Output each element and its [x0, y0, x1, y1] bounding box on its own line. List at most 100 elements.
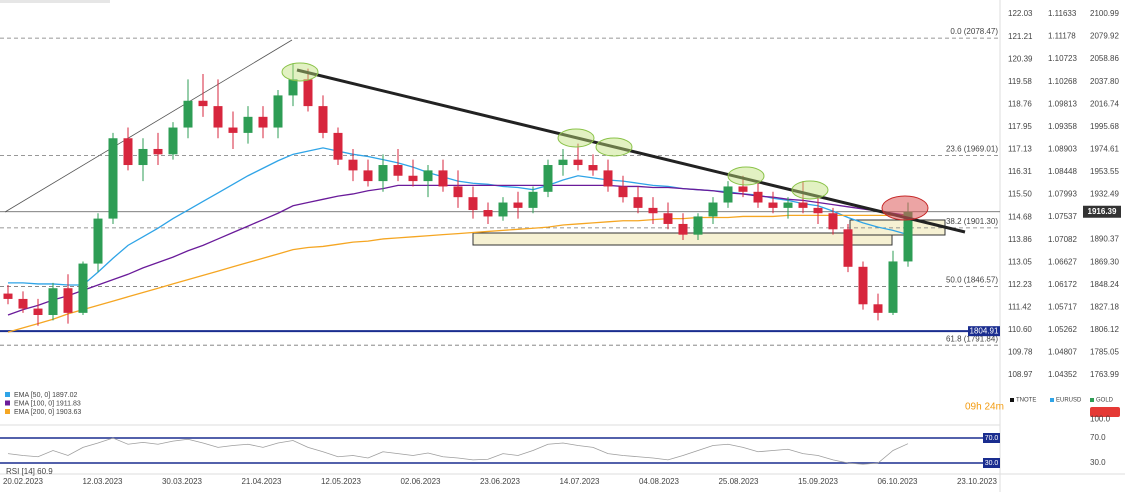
breakout-marker	[881, 195, 929, 221]
rsi-tick-label: 70.0	[1090, 433, 1106, 442]
candle-body	[123, 138, 133, 166]
y-tick-label: 112.23	[1008, 280, 1032, 289]
rsi-tag	[983, 458, 1000, 468]
candle-body	[153, 148, 163, 155]
symbol-swatch	[1050, 398, 1054, 402]
legend-swatch	[5, 392, 10, 397]
y-tick-label: 114.68	[1008, 212, 1032, 221]
timer: 09h 24m	[965, 402, 1004, 413]
candle-body	[678, 223, 688, 235]
candle-body	[738, 186, 748, 192]
fib-label: 61.8 (1791.84)	[946, 334, 998, 343]
candle-body	[768, 202, 778, 208]
fib-label: 23.6 (1969.01)	[946, 144, 998, 153]
price-tag-label: 1916.39	[1088, 207, 1117, 216]
top-strip	[0, 0, 110, 3]
candle-body	[408, 175, 418, 182]
touch-marker	[791, 180, 829, 200]
y-tick-label: 113.05	[1008, 257, 1032, 266]
symbol-swatch	[1010, 398, 1014, 402]
candle-body	[363, 170, 373, 182]
y-tick-label: 1.06627	[1048, 257, 1077, 266]
fib-label: 50.0 (1846.57)	[946, 276, 998, 285]
candle-body	[723, 186, 733, 203]
candle-body	[183, 100, 193, 128]
y-tick-label: 1.05717	[1048, 302, 1077, 311]
y-tick-label: 1763.99	[1090, 370, 1119, 379]
candle-body	[108, 138, 118, 219]
rsi-tag-label: 70.0	[985, 435, 999, 442]
candle-body	[708, 202, 718, 217]
candle-body	[318, 106, 328, 133]
x-tick-label: 20.02.2023	[3, 477, 44, 486]
legend-label: EMA [100, 0] 1911.83	[14, 400, 81, 407]
rsi-line	[7, 437, 909, 465]
x-tick-label: 04.08.2023	[639, 477, 680, 486]
symbol-label: TNOTE	[1016, 398, 1036, 404]
price-tag	[1083, 205, 1121, 218]
y-tick-label: 1869.30	[1090, 257, 1119, 266]
legend-label: EMA [50, 0] 1897.02	[14, 392, 78, 399]
y-tick-label: 1995.68	[1090, 122, 1119, 131]
y-tick-label: 1.08448	[1048, 167, 1077, 176]
y-tick-label: 1.09813	[1048, 99, 1077, 108]
y-tick-label: 121.21	[1008, 32, 1033, 41]
candle-body	[228, 127, 238, 133]
candle-body	[288, 79, 298, 96]
candle-body	[138, 148, 148, 166]
x-tick-label: 25.08.2023	[718, 477, 759, 486]
y-tick-label: 1.04807	[1048, 348, 1077, 357]
candle-body	[693, 216, 703, 235]
y-tick-label: 1827.18	[1090, 302, 1119, 311]
y-tick-label: 120.39	[1008, 54, 1033, 63]
trend-line	[296, 68, 966, 234]
candle-body	[633, 197, 643, 208]
rsi-tick-label: 100.0	[1090, 414, 1111, 423]
candle-body	[63, 288, 73, 313]
support-tag-label: 1804.91	[970, 326, 999, 335]
candle-body	[243, 116, 253, 133]
y-tick-label: 113.86	[1008, 235, 1032, 244]
x-tick-label: 23.10.2023	[957, 477, 998, 486]
candle-body	[483, 210, 493, 217]
labels: 09h 24m RSI [14] 60.9	[6, 402, 1004, 476]
candle-body	[273, 95, 283, 128]
y-tick-label: 115.50	[1008, 190, 1032, 199]
y-tick-label: 2079.92	[1090, 32, 1119, 41]
y-tick-label: 1.08903	[1048, 144, 1077, 153]
y-tick-label: 1.05262	[1048, 325, 1077, 334]
candle-body	[903, 211, 913, 262]
highlights	[281, 62, 966, 234]
candle-body	[828, 213, 838, 230]
y-tick-label: 1.07993	[1048, 190, 1077, 199]
y-tick-label: 111.42	[1008, 302, 1032, 311]
touch-marker	[595, 137, 633, 157]
candle-body	[888, 261, 898, 313]
touch-marker	[281, 62, 319, 82]
y-tick-label: 1806.12	[1090, 325, 1119, 334]
y-tick-label: 1953.55	[1090, 167, 1119, 176]
candle-body	[198, 100, 208, 107]
x-tick-label: 14.07.2023	[559, 477, 600, 486]
candle-body	[378, 165, 388, 182]
support-tag	[968, 326, 1000, 337]
legend-swatch	[5, 400, 10, 406]
fib-anchor-line	[4, 39, 293, 213]
x-tick-label: 06.10.2023	[877, 477, 918, 486]
candle-body	[303, 79, 313, 107]
symbol-label: GOLD	[1096, 398, 1114, 404]
candle-body	[858, 266, 868, 305]
x-tick-label: 15.09.2023	[798, 477, 839, 486]
candle-body	[783, 202, 793, 208]
y-tick-label: 1.10723	[1048, 54, 1077, 63]
y-tick-label: 1890.37	[1090, 235, 1119, 244]
candle-body	[498, 202, 508, 217]
candle-body	[513, 202, 523, 208]
candle-body	[843, 229, 853, 267]
x-tick-label: 21.04.2023	[241, 477, 282, 486]
fib-label: 0.0 (2078.47)	[950, 27, 998, 36]
candle-body	[333, 132, 343, 160]
y-tick-label: 2016.74	[1090, 99, 1119, 108]
candle-body	[213, 106, 223, 128]
y-tick-label: 1848.24	[1090, 280, 1119, 289]
